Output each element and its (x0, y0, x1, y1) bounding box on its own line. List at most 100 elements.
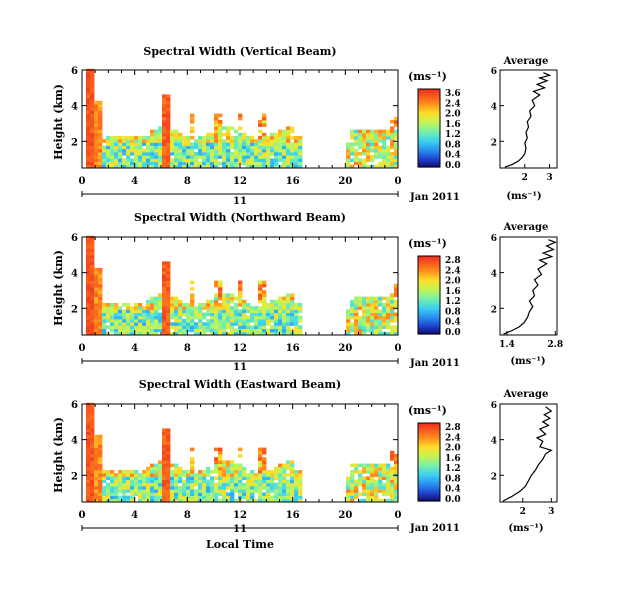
heatmap-cell (214, 331, 219, 336)
heatmap-cell (362, 322, 367, 326)
heatmap-cell (238, 479, 243, 484)
heatmap-cell (94, 267, 99, 272)
heatmap-cell (190, 495, 195, 500)
heatmap-cell (258, 280, 263, 285)
colorbar-swatch (418, 489, 440, 492)
heatmap-cell (90, 299, 95, 304)
colorbar-swatch (418, 108, 440, 111)
colorbar-swatch (418, 279, 440, 282)
heatmap-cell (90, 148, 95, 153)
heatmap-cell (394, 283, 399, 288)
heatmap-cell (194, 482, 199, 487)
colorbar-swatch (418, 450, 440, 453)
heatmap-cell (186, 312, 191, 317)
heatmap-cell (294, 152, 299, 156)
heatmap-cell (130, 164, 135, 169)
heatmap-cell (138, 482, 143, 487)
heatmap-cell (390, 498, 395, 503)
heatmap-cell (278, 319, 283, 323)
heatmap-cell (222, 296, 227, 301)
x-tick-label: 8 (184, 343, 191, 354)
heatmap-cell (270, 306, 275, 310)
heatmap-cell (194, 161, 199, 166)
heatmap-cell (198, 148, 203, 153)
heatmap-cell (118, 325, 123, 329)
heatmap-cell (138, 325, 143, 329)
heatmap-cell (98, 454, 103, 458)
colorbar-swatch (418, 145, 440, 149)
heatmap-cell (162, 486, 167, 490)
heatmap-cell (390, 466, 395, 471)
heatmap-cell (166, 438, 171, 442)
heatmap-cell (278, 136, 283, 140)
heatmap-cell (350, 152, 355, 156)
heatmap-cell (86, 463, 91, 468)
heatmap-cell (226, 486, 231, 490)
heatmap-cell (178, 132, 183, 137)
heatmap-cell (166, 444, 171, 448)
heatmap-cell (378, 309, 383, 313)
heatmap-cell (86, 486, 91, 490)
heatmap-cell (162, 142, 167, 146)
heatmap-cell (238, 322, 243, 326)
heatmap-cell (362, 296, 367, 301)
y-ticks: 642 (71, 400, 398, 482)
heatmap-cell (254, 155, 259, 159)
heatmap-cell (170, 303, 175, 307)
heatmap-cell (350, 309, 355, 313)
heatmap-cell (150, 492, 155, 496)
heatmap-cell (146, 299, 151, 304)
heatmap-cell (386, 466, 391, 471)
average-x-tick-label: 2 (522, 173, 528, 183)
heatmap-cell (262, 463, 267, 468)
heatmap-cell (186, 142, 191, 146)
heatmap-cell (86, 319, 91, 323)
heatmap-cell (138, 303, 143, 307)
heatmap-cell (130, 325, 135, 329)
heatmap-cell (218, 463, 223, 468)
average-line (502, 406, 553, 502)
heatmap-cell (178, 492, 183, 496)
heatmap-cell (282, 319, 287, 323)
heatmap-cell (98, 271, 103, 275)
heatmap-cell (130, 489, 135, 493)
heatmap-cell (90, 280, 95, 285)
heatmap-cell (290, 322, 295, 326)
heatmap-cell (250, 486, 255, 490)
heatmap-cell (94, 161, 99, 166)
heatmap-cell (86, 264, 91, 269)
heatmap-cell (290, 315, 295, 320)
heatmap-cell (170, 495, 175, 500)
heatmap-cell (254, 142, 259, 146)
heatmap-cell (98, 434, 103, 439)
panel-northward-beam: Spectral Width (Northward Beam) Height (… (52, 211, 563, 373)
heatmap-cell (154, 139, 159, 143)
heatmap-cell (286, 129, 291, 134)
heatmap-cell (154, 303, 159, 307)
heatmap-cell (202, 495, 207, 500)
heatmap-cell (102, 498, 107, 503)
heatmap-cell (86, 129, 91, 134)
heatmap-cell (290, 486, 295, 490)
heatmap-cell (282, 145, 287, 150)
heatmap-cell (262, 113, 267, 118)
heatmap-cell (238, 283, 243, 288)
heatmap-cell (238, 145, 243, 150)
heatmap-cell (366, 164, 371, 169)
heatmap-cell (266, 152, 271, 156)
heatmap-cell (146, 158, 151, 162)
heatmap-cell (218, 479, 223, 484)
heatmap-cell (294, 498, 299, 503)
heatmap-cell (86, 415, 91, 420)
heatmap-cell (262, 473, 267, 477)
heatmap-cell (166, 473, 171, 477)
x-tick-label: 16 (286, 510, 300, 521)
heatmap-cell (378, 479, 383, 484)
heatmap-cell (110, 325, 115, 329)
heatmap-cell (374, 306, 379, 310)
heatmap-cell (278, 495, 283, 500)
colorbar-swatch (418, 124, 440, 127)
heatmap-cell (142, 152, 147, 156)
month-label: Jan 2011 (409, 192, 460, 203)
heatmap-cell (242, 155, 247, 159)
